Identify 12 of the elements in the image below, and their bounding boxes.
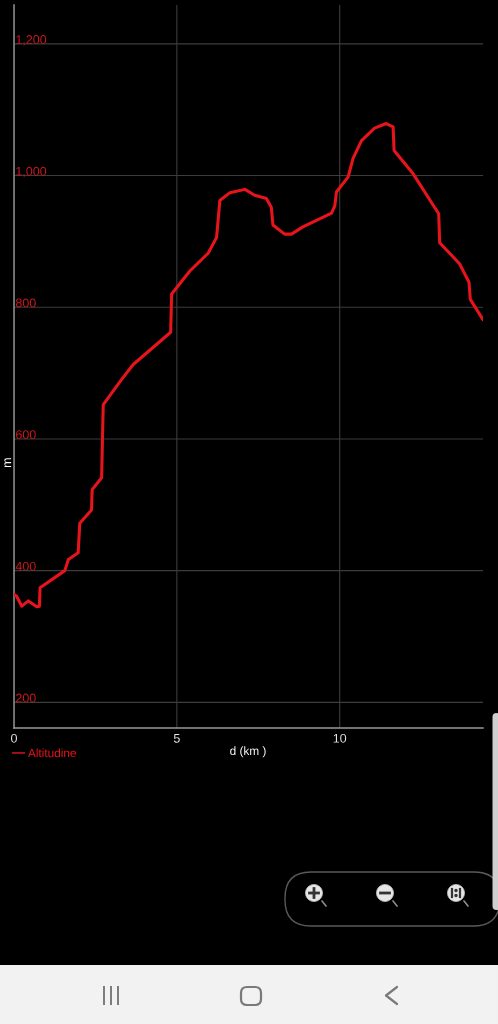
legend-label: Altitudine bbox=[27, 748, 76, 758]
y-tick-label: 800 bbox=[15, 298, 36, 308]
y-tick-label: 600 bbox=[16, 430, 36, 440]
y-tick-label: 1,000 bbox=[16, 166, 47, 178]
x-tick-label: 10 bbox=[333, 733, 347, 743]
y-tick-label: 1,200 bbox=[16, 35, 47, 46]
x-tick-label: 0 bbox=[11, 733, 17, 743]
y-axis-title: m bbox=[4, 458, 12, 468]
y-tick-label: 200 bbox=[16, 693, 36, 703]
x-axis-title: d (km ) bbox=[230, 746, 266, 758]
x-tick-label: 5 bbox=[173, 734, 180, 743]
y-tick-label: 400 bbox=[15, 561, 36, 571]
